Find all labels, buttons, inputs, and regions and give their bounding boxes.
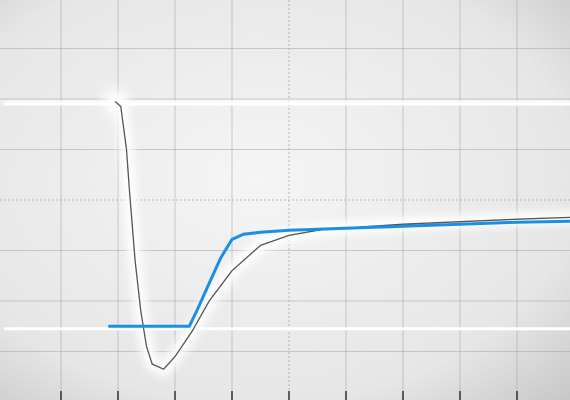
measured-curve bbox=[114, 101, 570, 370]
model-curve bbox=[108, 219, 570, 328]
traces bbox=[4, 99, 570, 370]
bottom-ticks bbox=[60, 391, 518, 400]
